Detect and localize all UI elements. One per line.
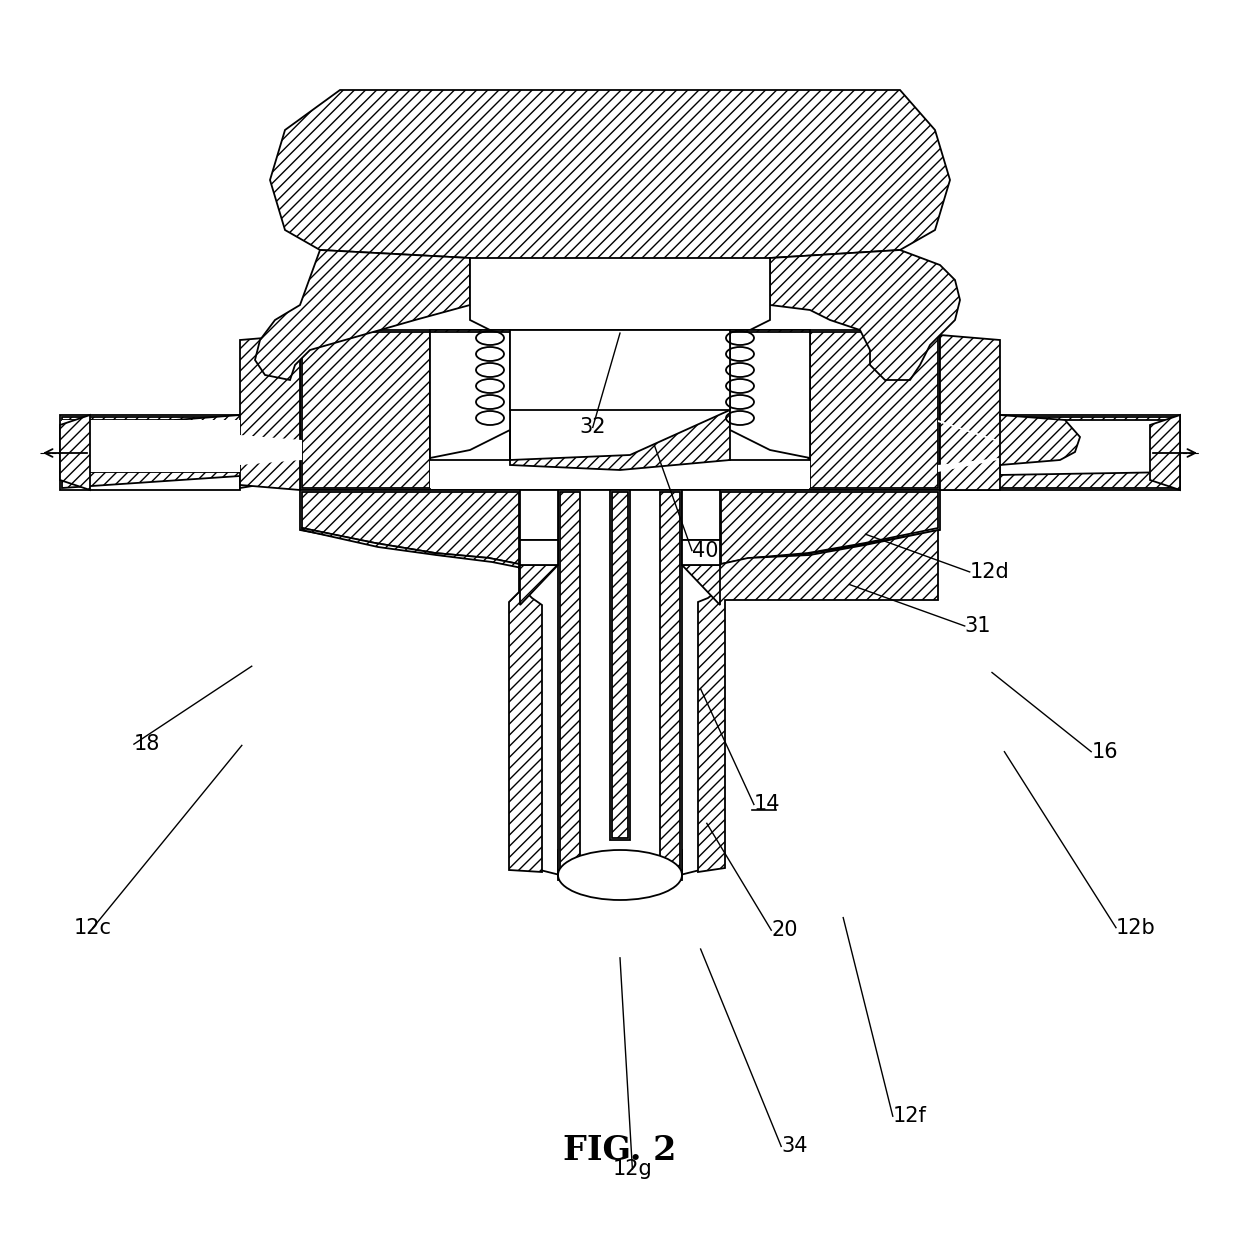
Polygon shape [430, 331, 510, 460]
Polygon shape [62, 420, 303, 471]
Polygon shape [730, 331, 810, 460]
Polygon shape [62, 417, 303, 440]
Polygon shape [937, 417, 1178, 440]
Text: 18: 18 [134, 734, 160, 754]
Text: 20: 20 [771, 920, 797, 940]
Text: FIG. 2: FIG. 2 [563, 1134, 677, 1166]
Polygon shape [560, 491, 580, 877]
Polygon shape [520, 564, 558, 605]
Polygon shape [999, 415, 1080, 465]
Text: 16: 16 [1091, 742, 1117, 762]
Bar [610, 490, 630, 840]
Polygon shape [682, 541, 720, 564]
Polygon shape [940, 336, 1030, 490]
Polygon shape [732, 334, 808, 456]
Text: 32: 32 [579, 417, 606, 437]
Polygon shape [937, 420, 998, 471]
Polygon shape [522, 491, 556, 538]
Polygon shape [613, 491, 627, 838]
Polygon shape [60, 415, 91, 490]
Polygon shape [430, 332, 510, 458]
Polygon shape [770, 250, 960, 380]
Polygon shape [303, 332, 430, 488]
Ellipse shape [558, 850, 682, 900]
Bar [430, 331, 810, 460]
Polygon shape [510, 410, 730, 470]
Polygon shape [660, 491, 680, 877]
Polygon shape [520, 541, 558, 564]
Bar [430, 332, 810, 488]
Polygon shape [303, 528, 542, 872]
Polygon shape [155, 415, 241, 465]
Polygon shape [60, 415, 300, 490]
Text: 12f: 12f [893, 1106, 926, 1126]
Polygon shape [937, 460, 1178, 488]
Polygon shape [810, 332, 937, 488]
Bar [300, 331, 940, 490]
Polygon shape [558, 850, 682, 875]
Text: 34: 34 [781, 1136, 807, 1156]
Polygon shape [682, 564, 720, 605]
Polygon shape [940, 415, 1180, 490]
Polygon shape [720, 491, 937, 564]
Text: 12b: 12b [1116, 918, 1156, 938]
Polygon shape [303, 491, 520, 564]
Polygon shape [684, 491, 718, 538]
Polygon shape [62, 460, 303, 488]
Polygon shape [470, 258, 770, 358]
Polygon shape [300, 490, 940, 882]
Text: 14: 14 [754, 794, 780, 815]
Polygon shape [682, 490, 720, 541]
Polygon shape [432, 334, 508, 456]
Polygon shape [210, 336, 300, 490]
Text: 31: 31 [965, 616, 991, 636]
Text: 40: 40 [692, 541, 718, 561]
Polygon shape [1149, 415, 1180, 490]
Text: 12d: 12d [970, 562, 1009, 582]
Polygon shape [255, 250, 470, 380]
Polygon shape [270, 91, 950, 336]
Polygon shape [730, 332, 810, 458]
Text: 12c: 12c [74, 918, 112, 938]
Polygon shape [698, 530, 937, 872]
Text: 12g: 12g [613, 1159, 652, 1179]
Bar [510, 331, 730, 410]
Bar [558, 490, 682, 880]
Polygon shape [520, 490, 558, 541]
